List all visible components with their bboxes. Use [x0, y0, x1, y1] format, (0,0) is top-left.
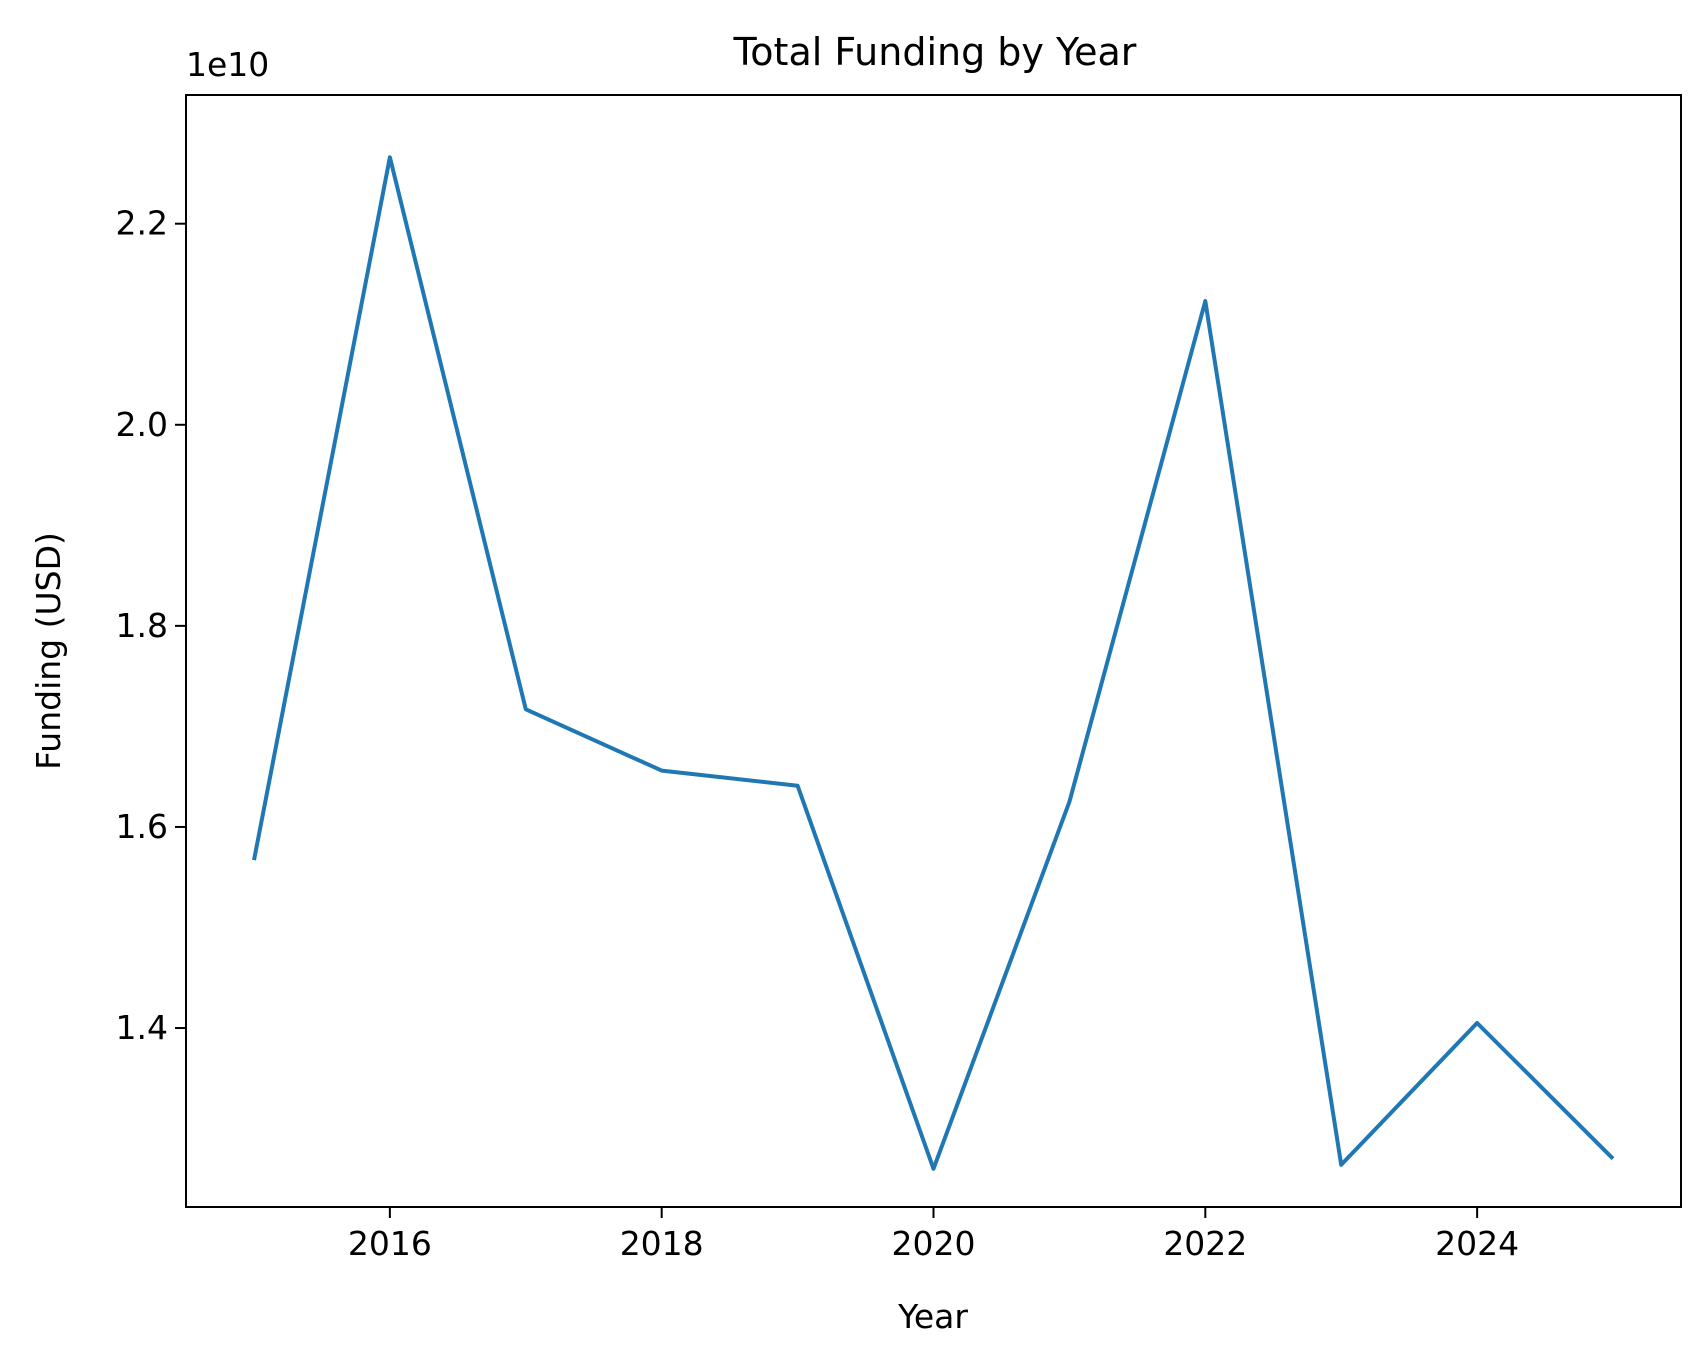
- y-axis: 1.4 1.6 1.8 2.0 2.2: [116, 204, 186, 1047]
- x-tick-label: 2024: [1435, 1224, 1519, 1263]
- x-tick-label: 2016: [348, 1224, 432, 1263]
- x-tick-label: 2022: [1163, 1224, 1247, 1263]
- y-axis-label: Funding (USD): [29, 532, 68, 770]
- x-axis-label: Year: [897, 1297, 968, 1336]
- x-tick-label: 2018: [620, 1224, 704, 1263]
- y-tick-label: 1.4: [116, 1008, 168, 1047]
- series-line: [252, 155, 1615, 1171]
- y-tick-label: 2.0: [116, 405, 168, 444]
- y-tick-label: 1.8: [116, 606, 168, 645]
- x-axis: 2016 2018 2020 2022 2024: [348, 1207, 1519, 1263]
- y-tick-label: 2.2: [116, 204, 168, 243]
- y-tick-label: 1.6: [116, 807, 168, 846]
- plot-frame: [185, 94, 1682, 1208]
- y-offset-label: 1e10: [186, 45, 269, 84]
- chart-title: Total Funding by Year: [733, 30, 1137, 74]
- x-tick-label: 2020: [892, 1224, 976, 1263]
- plot-area: [252, 155, 1615, 1171]
